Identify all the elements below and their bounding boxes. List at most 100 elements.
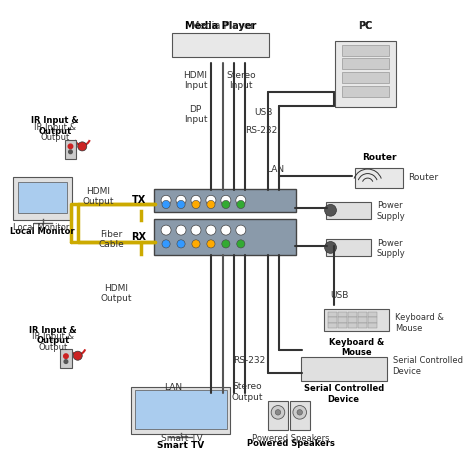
Text: Fiber
Cable: Fiber Cable — [99, 229, 125, 249]
Circle shape — [325, 242, 337, 253]
Text: Smart TV: Smart TV — [161, 434, 203, 443]
FancyBboxPatch shape — [268, 401, 288, 430]
Circle shape — [236, 225, 246, 235]
Text: Stereo
Input: Stereo Input — [226, 71, 255, 91]
FancyBboxPatch shape — [326, 201, 371, 219]
FancyBboxPatch shape — [64, 139, 76, 159]
FancyBboxPatch shape — [13, 177, 72, 220]
Text: Power
Supply: Power Supply — [377, 201, 405, 221]
FancyBboxPatch shape — [301, 357, 387, 381]
Circle shape — [325, 204, 337, 216]
FancyBboxPatch shape — [154, 219, 296, 255]
Text: Router: Router — [409, 173, 438, 182]
FancyBboxPatch shape — [328, 323, 337, 328]
Text: Media Player: Media Player — [185, 21, 256, 31]
FancyBboxPatch shape — [358, 312, 367, 317]
Circle shape — [162, 240, 170, 248]
Text: Serial Controlled
Device: Serial Controlled Device — [392, 356, 463, 376]
Text: Keyboard &
Mouse: Keyboard & Mouse — [395, 313, 444, 333]
Text: RS-232: RS-232 — [245, 126, 277, 135]
Text: RX: RX — [132, 232, 146, 242]
Text: PC: PC — [359, 21, 372, 31]
Circle shape — [177, 201, 185, 209]
Text: USB: USB — [254, 108, 273, 117]
FancyBboxPatch shape — [348, 312, 357, 317]
Circle shape — [237, 201, 245, 209]
Circle shape — [177, 240, 185, 248]
Circle shape — [191, 195, 201, 205]
Text: PC: PC — [358, 21, 373, 31]
Circle shape — [78, 142, 87, 151]
FancyBboxPatch shape — [18, 182, 67, 213]
Circle shape — [64, 354, 68, 358]
FancyBboxPatch shape — [368, 323, 377, 328]
Text: IR Input &
Output: IR Input & Output — [31, 116, 79, 136]
Text: Local Monitor: Local Monitor — [10, 227, 75, 236]
FancyBboxPatch shape — [342, 45, 389, 56]
Text: IR Input &
Output: IR Input & Output — [29, 326, 77, 346]
Circle shape — [206, 195, 216, 205]
FancyBboxPatch shape — [356, 168, 402, 188]
Text: Router: Router — [362, 153, 396, 162]
Circle shape — [275, 410, 281, 415]
FancyBboxPatch shape — [348, 323, 357, 328]
Circle shape — [192, 240, 200, 248]
Circle shape — [221, 225, 231, 235]
Text: Power
Supply: Power Supply — [377, 238, 405, 258]
FancyBboxPatch shape — [338, 317, 347, 323]
Text: Media Player: Media Player — [191, 21, 254, 31]
FancyBboxPatch shape — [342, 72, 389, 83]
Circle shape — [222, 240, 230, 248]
Circle shape — [161, 225, 171, 235]
Text: DP
Input: DP Input — [184, 105, 207, 124]
Text: HDMI
Output: HDMI Output — [100, 284, 132, 303]
Circle shape — [293, 406, 307, 419]
Circle shape — [207, 201, 215, 209]
FancyBboxPatch shape — [135, 390, 227, 429]
Circle shape — [222, 201, 230, 209]
Text: Stereo
Output: Stereo Output — [232, 382, 264, 401]
FancyBboxPatch shape — [358, 317, 367, 323]
Circle shape — [236, 195, 246, 205]
Text: Serial Controlled
Device: Serial Controlled Device — [303, 384, 384, 404]
FancyBboxPatch shape — [368, 317, 377, 323]
FancyBboxPatch shape — [60, 349, 72, 368]
Circle shape — [237, 240, 245, 248]
FancyBboxPatch shape — [338, 312, 347, 317]
Circle shape — [161, 195, 171, 205]
FancyBboxPatch shape — [348, 317, 357, 323]
Circle shape — [162, 201, 170, 209]
Circle shape — [64, 360, 68, 364]
Text: Local Monitor: Local Monitor — [13, 223, 70, 232]
FancyBboxPatch shape — [154, 189, 296, 211]
Text: RS-232: RS-232 — [233, 356, 265, 365]
Text: LAN: LAN — [164, 383, 182, 392]
Circle shape — [73, 351, 82, 360]
Text: IR Input &
Output: IR Input & Output — [34, 123, 76, 143]
FancyBboxPatch shape — [328, 312, 337, 317]
Text: HDMI
Output: HDMI Output — [82, 187, 114, 206]
FancyBboxPatch shape — [338, 323, 347, 328]
Circle shape — [207, 240, 215, 248]
Text: LAN: LAN — [266, 165, 284, 174]
Circle shape — [221, 195, 231, 205]
Text: Keyboard &
Mouse: Keyboard & Mouse — [329, 338, 384, 357]
Circle shape — [271, 406, 285, 419]
FancyBboxPatch shape — [131, 386, 230, 434]
FancyBboxPatch shape — [342, 58, 389, 69]
Text: IR Input &
Output: IR Input & Output — [32, 332, 74, 352]
Circle shape — [68, 144, 73, 149]
FancyBboxPatch shape — [358, 323, 367, 328]
Circle shape — [206, 225, 216, 235]
FancyBboxPatch shape — [328, 317, 337, 323]
Text: USB: USB — [330, 292, 349, 301]
FancyBboxPatch shape — [342, 86, 389, 97]
Circle shape — [176, 225, 186, 235]
Circle shape — [176, 195, 186, 205]
Text: TX: TX — [132, 195, 146, 205]
Text: Powered Speakers: Powered Speakers — [252, 434, 329, 443]
Circle shape — [69, 150, 72, 154]
FancyBboxPatch shape — [368, 312, 377, 317]
FancyBboxPatch shape — [172, 33, 269, 57]
Text: Smart TV: Smart TV — [157, 441, 204, 450]
